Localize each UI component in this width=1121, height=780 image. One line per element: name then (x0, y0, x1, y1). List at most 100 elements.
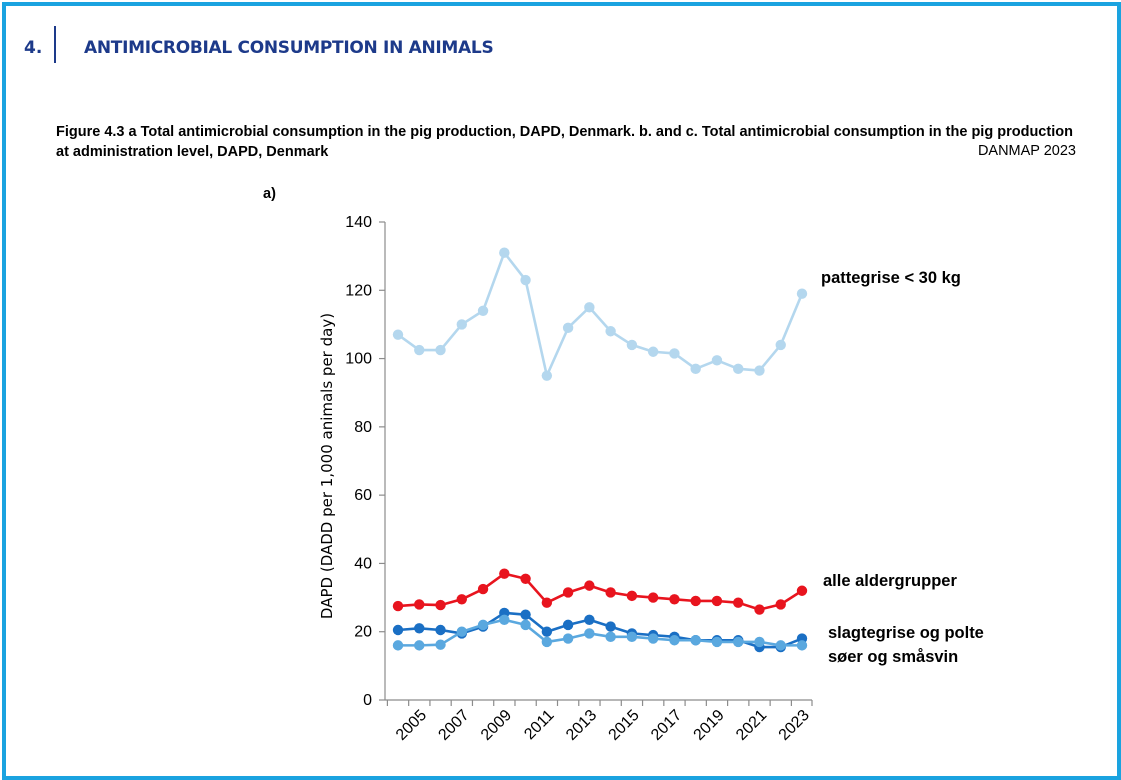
data-point (499, 247, 510, 258)
data-point (499, 568, 510, 579)
data-point (584, 628, 595, 639)
data-point (775, 640, 786, 651)
data-point (690, 363, 701, 375)
x-tick-label: 2015 (606, 707, 643, 744)
data-point (520, 573, 531, 584)
data-point (392, 329, 404, 340)
series-3 (392, 614, 808, 651)
data-point (520, 274, 531, 286)
data-point (775, 599, 786, 610)
data-point (477, 583, 489, 595)
data-point (435, 624, 446, 636)
y-tick-label: 40 (354, 555, 372, 572)
data-point (541, 626, 553, 637)
data-point (711, 636, 723, 648)
data-point (754, 365, 765, 376)
x-tick-label: 2019 (691, 707, 728, 744)
data-point (541, 370, 553, 381)
data-point (605, 631, 616, 643)
section-number: 4. (24, 38, 43, 58)
y-tick-label: 140 (345, 214, 372, 231)
data-point (711, 355, 723, 366)
data-point (414, 623, 425, 634)
series-2 (392, 607, 808, 653)
x-tick-label: 2017 (648, 707, 685, 744)
data-point (647, 633, 659, 644)
data-point (562, 619, 574, 631)
figure-source: DANMAP 2023 (977, 143, 1076, 159)
data-point (796, 585, 808, 596)
data-point (520, 619, 531, 631)
data-point (669, 348, 680, 359)
series-1 (392, 568, 808, 615)
data-point (584, 614, 595, 625)
y-axis-title: DAPD (DADD per 1,000 animals per day) (318, 313, 336, 619)
data-point (647, 346, 659, 357)
data-point (477, 305, 489, 316)
data-point (690, 635, 701, 646)
chart-series-labels: pattegrise < 30 kg alle aldergrupper slagt… (821, 269, 984, 666)
y-tick-label: 100 (345, 351, 372, 368)
x-tick-label: 2023 (776, 707, 813, 744)
data-point (669, 594, 680, 605)
data-point (754, 604, 765, 615)
data-point (414, 599, 425, 610)
y-tick-label: 20 (354, 624, 372, 641)
data-point (626, 590, 638, 602)
data-point (690, 595, 701, 607)
data-point (435, 599, 446, 611)
data-point (414, 640, 425, 651)
data-point (733, 636, 744, 648)
data-point (456, 594, 467, 605)
y-tick-label: 120 (345, 282, 372, 299)
data-point (435, 344, 446, 356)
data-point (754, 636, 765, 648)
data-point (605, 587, 616, 598)
data-point (733, 363, 744, 375)
series-label: søer og småsvin (828, 648, 958, 666)
data-point (477, 619, 489, 631)
figure-caption: Figure 4.3 a Total antimicrobial consump… (56, 124, 1073, 160)
data-point (584, 580, 595, 591)
data-point (541, 636, 553, 648)
data-point (541, 597, 553, 608)
data-point (796, 288, 808, 299)
data-point (605, 326, 616, 337)
series-label: pattegrise < 30 kg (821, 269, 961, 287)
series-label: slagtegrise og polte (828, 624, 984, 642)
section-title: ANTIMICROBIAL CONSUMPTION IN ANIMALS (84, 38, 494, 58)
data-point (626, 339, 638, 351)
x-tick-label: 2011 (521, 707, 557, 743)
data-point (626, 631, 638, 643)
data-point (392, 600, 404, 612)
series-line (397, 251, 804, 377)
data-point (499, 614, 510, 625)
data-point (562, 633, 574, 644)
data-point (456, 319, 467, 330)
data-point (605, 621, 616, 632)
data-point (562, 587, 574, 598)
y-tick-label: 60 (354, 487, 372, 504)
data-point (733, 597, 744, 608)
section-divider (54, 26, 56, 63)
panel-label: a) (263, 186, 276, 202)
data-point (775, 339, 786, 351)
data-point (562, 322, 574, 334)
y-tick-label: 80 (354, 419, 372, 436)
series-0 (392, 247, 808, 381)
data-point (392, 624, 404, 636)
x-tick-label: 2009 (478, 707, 515, 744)
series-label: alle aldergrupper (823, 572, 957, 590)
data-point (669, 635, 680, 646)
x-tick-label: 2007 (435, 707, 472, 744)
data-point (711, 595, 723, 607)
data-point (392, 640, 404, 651)
data-point (584, 302, 595, 313)
data-point (456, 626, 467, 637)
data-point (414, 344, 425, 356)
data-point (796, 640, 808, 651)
y-tick-label: 0 (363, 692, 372, 709)
